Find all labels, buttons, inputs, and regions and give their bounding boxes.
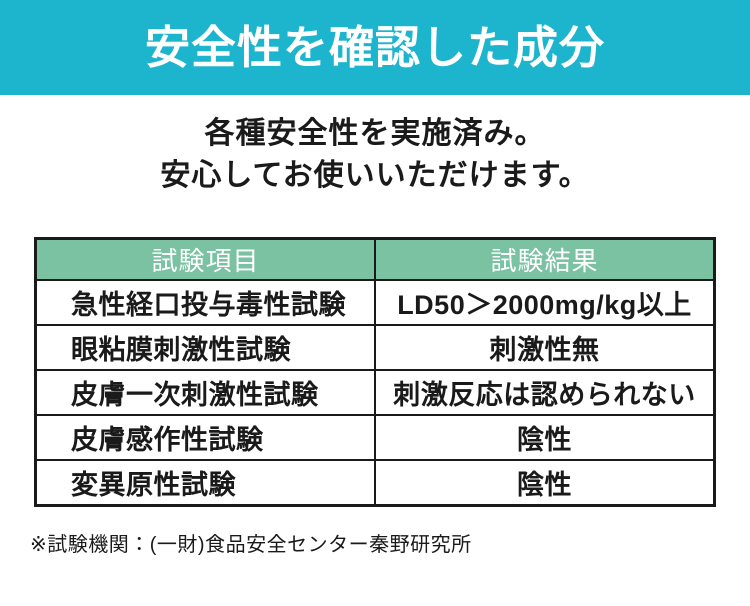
table-body: 急性経口投与毒性試験 LD50＞2000mg/kg以上 眼粘膜刺激性試験 刺激性… [34,279,716,506]
table-header-row: 試験項目 試験結果 [34,237,716,281]
column-header-test-item: 試験項目 [34,237,376,281]
intro-text: 各種安全性を実施済み。 安心してお使いいただけます。 [0,113,750,197]
intro-line-2: 安心してお使いいただけます。 [160,159,590,192]
safety-test-table: 試験項目 試験結果 急性経口投与毒性試験 LD50＞2000mg/kg以上 眼粘… [34,237,716,507]
test-item-cell: 皮膚一次刺激性試験 [34,369,376,416]
test-result-cell: 刺激反応は認められない [374,369,716,416]
page-title: 安全性を確認した成分 [144,22,605,73]
intro-line-1: 各種安全性を実施済み。 [204,117,546,150]
test-result-cell: 刺激性無 [374,324,716,371]
table-header: 試験項目 試験結果 [34,237,716,281]
test-result-cell: 陰性 [374,459,716,506]
column-header-test-result: 試験結果 [374,237,716,281]
table-row: 皮膚感作性試験 陰性 [34,414,716,461]
table-row: 急性経口投与毒性試験 LD50＞2000mg/kg以上 [34,279,716,326]
title-banner: 安全性を確認した成分 [0,0,750,95]
test-item-cell: 眼粘膜刺激性試験 [34,324,376,371]
test-result-cell: 陰性 [374,414,716,461]
test-item-cell: 変異原性試験 [34,459,376,506]
test-item-cell: 皮膚感作性試験 [34,414,376,461]
test-result-cell: LD50＞2000mg/kg以上 [374,279,716,326]
test-item-cell: 急性経口投与毒性試験 [34,279,376,326]
table-row: 変異原性試験 陰性 [34,459,716,506]
testing-institution-footnote: ※試験機関：(一財)食品安全センター秦野研究所 [30,533,472,556]
table-row: 皮膚一次刺激性試験 刺激反応は認められない [34,369,716,416]
table-row: 眼粘膜刺激性試験 刺激性無 [34,324,716,371]
